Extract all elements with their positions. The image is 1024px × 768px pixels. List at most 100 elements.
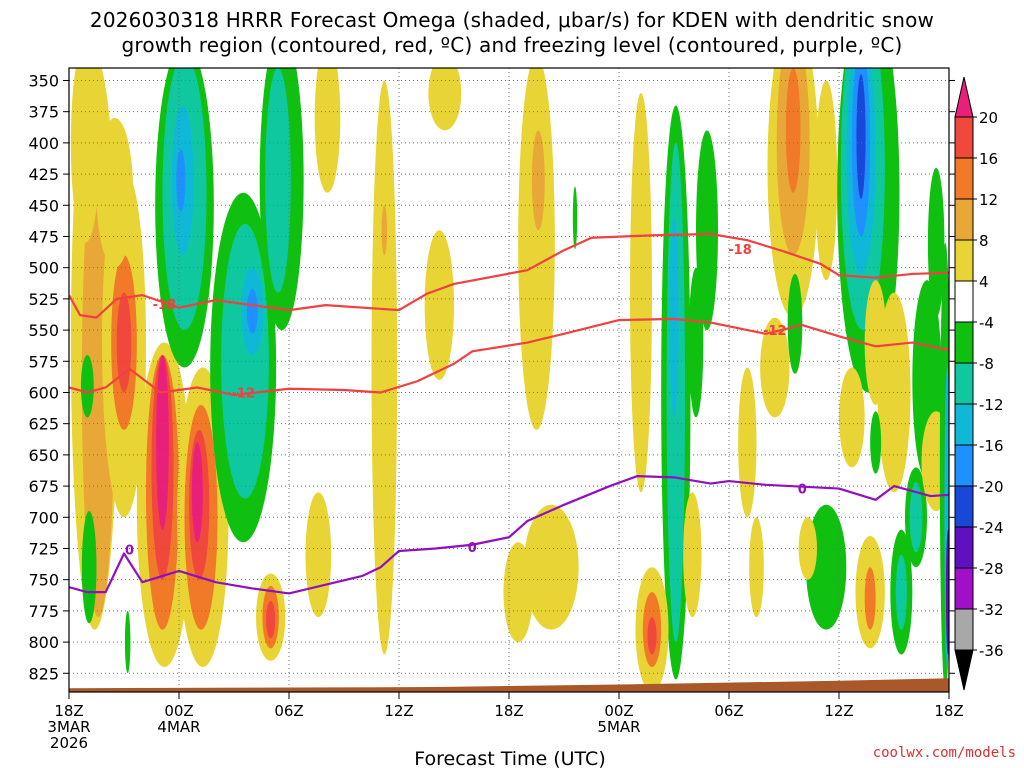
x-tick-label: 18Z (54, 702, 83, 720)
omega-orange-region (785, 68, 801, 193)
y-tick-label: 775 (28, 602, 59, 621)
omega-green-region (688, 267, 704, 418)
omega-red-region (266, 600, 276, 639)
omega-gold-region (381, 205, 388, 256)
omega-yellow-region (864, 280, 887, 405)
omega-yellow-region (760, 317, 790, 418)
colorbar-bottom-arrow (954, 649, 974, 691)
contour-label: -12 (763, 324, 787, 339)
omega-yellow-region (518, 68, 555, 430)
y-tick-label: 725 (28, 539, 59, 558)
omega-yellow-region (428, 68, 462, 131)
colorbar-label: 12 (979, 191, 998, 209)
x-tick-label: 12Z (384, 702, 413, 720)
x-tick-label: 5MAR (597, 718, 640, 736)
credit-text: coolwx.com/models (873, 745, 1016, 761)
colorbar-label: 16 (979, 150, 998, 168)
omega-cyan-region (669, 217, 679, 418)
contour-label: -12 (231, 386, 255, 401)
x-tick-label: 00Z (604, 702, 633, 720)
y-tick-label: 500 (28, 259, 59, 278)
colorbar-label: -24 (979, 519, 1004, 537)
omega-red-region (647, 617, 657, 655)
y-tick-label: 750 (28, 571, 59, 590)
colorbar: 20 16 12 8 4 -4 -8 -12 -16 -20 -24 -28 -32 -36 (954, 76, 1004, 691)
contour-layer: -18 -18 -12 -12 0 0 0 (69, 232, 949, 595)
omega-teal-region (265, 68, 291, 293)
chart-title-line-2: growth region (contoured, red, ºC) and f… (121, 33, 903, 57)
omega-yellow-region (815, 80, 838, 281)
omega-yellow-region (96, 117, 134, 268)
omega-green-region (927, 167, 945, 318)
x-tick-label: 12Z (824, 702, 853, 720)
omega-dblue-region (856, 74, 866, 200)
colorbar-label: -8 (979, 355, 994, 373)
omega-green-region (124, 610, 131, 674)
omega-green-region (696, 130, 718, 331)
omega-yellow-region (305, 492, 332, 618)
omega-yellow-region (70, 68, 101, 243)
colorbar-label: 8 (979, 232, 989, 250)
y-tick-label: 450 (28, 196, 59, 215)
omega-yellow-region (424, 230, 455, 380)
x-tick-label: 06Z (274, 702, 303, 720)
x-tick-label: 3MAR (47, 718, 90, 736)
colorbar-label: -28 (979, 560, 1004, 578)
omega-green-region (81, 511, 97, 624)
colorbar-swatch (954, 362, 974, 405)
y-tick-label: 375 (28, 103, 59, 122)
contour-line-0 (69, 474, 949, 595)
omega-blue-region (176, 149, 186, 212)
colorbar-top-arrow (954, 76, 974, 118)
x-tick-label: 06Z (714, 702, 743, 720)
y-tick-label: 625 (28, 415, 59, 434)
omega-yellow-region (314, 68, 341, 193)
colorbar-label: -32 (979, 601, 1004, 619)
colorbar-label: -16 (979, 437, 1004, 455)
colorbar-swatch (954, 403, 974, 446)
colorbar-swatch (954, 157, 974, 200)
contour-line-minus18 (69, 232, 949, 319)
omega-yellow-region (523, 504, 579, 630)
omega-teal-region (895, 554, 907, 630)
y-tick-label: 575 (28, 352, 59, 371)
omega-yellow-region (749, 517, 764, 618)
omega-red-region (116, 292, 132, 393)
x-tick-label: 18Z (934, 702, 963, 720)
y-tick-label: 400 (28, 134, 59, 153)
colorbar-swatch (954, 444, 974, 487)
omega-shading-layer (69, 68, 949, 692)
colorbar-swatch (954, 608, 974, 651)
omega-green-region (80, 355, 94, 418)
omega-gold-region (531, 130, 545, 231)
omega-yellow-region (738, 367, 757, 518)
colorbar-label: -20 (979, 478, 1004, 496)
colorbar-swatch (954, 567, 974, 610)
y-axis: 350 375 400 425 450 475 500 525 550 575 600 625 650 6… (28, 71, 955, 683)
omega-green-region (870, 411, 882, 474)
y-tick-label: 600 (28, 383, 59, 402)
contour-label: -18 (728, 243, 752, 258)
omega-yellow-region (371, 80, 398, 655)
x-axis-label: Forecast Time (UTC) (414, 748, 605, 768)
omega-blue-region (246, 288, 258, 334)
colorbar-swatch (954, 280, 974, 323)
omega-magenta-region (191, 442, 203, 543)
contour-label: 0 (125, 544, 134, 559)
colorbar-swatch (954, 239, 974, 282)
y-tick-label: 475 (28, 227, 59, 246)
omega-green-region (572, 186, 578, 249)
y-tick-label: 650 (28, 446, 59, 465)
omega-yellow-region (630, 92, 652, 493)
colorbar-label: -36 (979, 642, 1004, 660)
omega-yellow-region (798, 517, 817, 580)
colorbar-swatch (954, 116, 974, 159)
colorbar-swatch (954, 526, 974, 569)
colorbar-swatch (954, 485, 974, 528)
y-tick-label: 525 (28, 290, 59, 309)
colorbar-label: -12 (979, 396, 1004, 414)
contour-label: 0 (798, 483, 807, 498)
